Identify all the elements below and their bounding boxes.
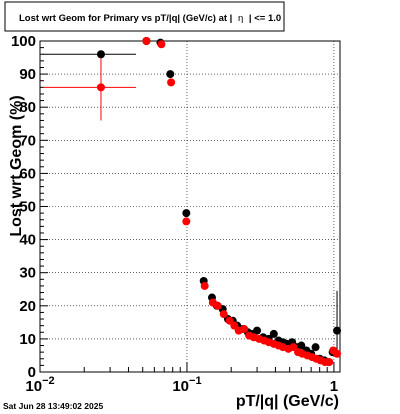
chart-title-prefix: Lost wrt Geom for Primary vs pT/|q| (GeV… — [19, 13, 232, 24]
y-tick-label: 90 — [19, 66, 36, 83]
x-tick-label: 10−1 — [172, 375, 201, 395]
data-point-red — [200, 281, 209, 290]
y-tick-label: 30 — [19, 265, 36, 282]
data-point-red — [225, 316, 234, 325]
data-point-black — [269, 329, 278, 338]
data-point-red — [240, 324, 249, 333]
axes — [39, 40, 341, 373]
data-points — [96, 37, 342, 367]
chart-title-suffix: | <= 1.0 — [249, 13, 281, 24]
data-point-black — [96, 50, 105, 59]
y-tick-label: 20 — [19, 298, 36, 315]
timestamp: Sat Jun 28 13:49:02 2025 — [3, 401, 103, 411]
data-point-black — [253, 326, 262, 335]
data-point-red — [142, 37, 151, 45]
y-tick-label: 50 — [19, 199, 36, 216]
data-point-black — [297, 341, 306, 350]
data-point-red — [219, 310, 228, 319]
y-tick-label: 60 — [19, 165, 36, 182]
data-point-red — [167, 78, 176, 87]
data-point-red — [325, 358, 334, 367]
data-point-red — [96, 83, 105, 92]
tick-labels: 0 10 20 30 40 50 60 70 80 90 100 10−2 10−1 1 — [11, 33, 338, 395]
data-point-black — [333, 326, 342, 335]
x-axis-title: pT/|q| (GeV/c) — [236, 393, 339, 410]
data-point-red — [182, 217, 191, 226]
x-tick-label: 1 — [330, 378, 338, 395]
chart-title-eta: η — [238, 13, 243, 24]
grid-lines — [40, 41, 340, 372]
chart-title: Lost wrt Geom for Primary vs pT/|q| (GeV… — [19, 13, 281, 24]
y-tick-label: 100 — [11, 33, 36, 50]
y-tick-label: 10 — [19, 331, 36, 348]
data-point-red — [213, 301, 222, 310]
y-axis-title: Lost wrt Geom (%) — [8, 95, 25, 236]
y-tick-label: 70 — [19, 132, 36, 149]
data-point-black — [182, 209, 191, 218]
y-tick-label: 40 — [19, 232, 36, 249]
x-tick-label: 10−2 — [25, 375, 54, 395]
title-box: Lost wrt Geom for Primary vs pT/|q| (GeV… — [4, 1, 285, 32]
data-point-black — [311, 343, 320, 352]
y-tick-label: 80 — [19, 99, 36, 116]
y-tick-label: 0 — [28, 364, 36, 381]
data-point-black — [166, 70, 175, 79]
data-point-red — [333, 349, 342, 358]
data-point-red — [157, 40, 166, 49]
